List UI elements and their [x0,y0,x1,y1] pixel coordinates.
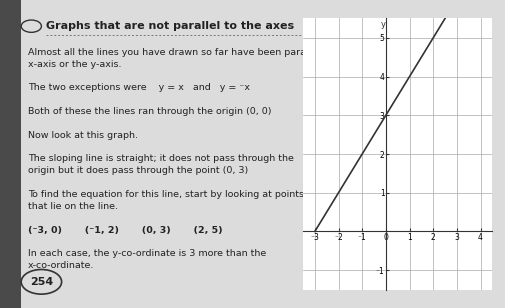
Text: Graphs that are not parallel to the axes: Graphs that are not parallel to the axes [46,21,294,31]
Text: 254: 254 [30,277,53,287]
Text: 15  Straight-line graphs: 15 Straight-line graphs [8,127,14,212]
Text: To find the equation for this line, start by looking at points: To find the equation for this line, star… [28,190,304,199]
Text: The sloping line is straight; it does not pass through the: The sloping line is straight; it does no… [28,154,293,164]
Text: Now look at this graph.: Now look at this graph. [28,131,138,140]
Text: x-co-ordinate.: x-co-ordinate. [28,261,94,270]
Text: that lie on the line.: that lie on the line. [28,202,118,211]
Text: y: y [381,20,386,30]
Text: The two exceptions were    y = x   and   y = ⁻x: The two exceptions were y = x and y = ⁻x [28,83,250,92]
Text: In each case, the y-co-ordinate is 3 more than the: In each case, the y-co-ordinate is 3 mor… [28,249,266,258]
Text: x-axis or the y-axis.: x-axis or the y-axis. [28,60,121,69]
Text: Both of these the lines ran through the origin (0, 0): Both of these the lines ran through the … [28,107,271,116]
Text: (⁻3, 0)       (⁻1, 2)       (0, 3)       (2, 5): (⁻3, 0) (⁻1, 2) (0, 3) (2, 5) [28,225,222,235]
Text: origin but it does pass through the point (0, 3): origin but it does pass through the poin… [28,166,248,175]
Text: Almost all the lines you have drawn so far have been parallel to the: Almost all the lines you have drawn so f… [28,48,350,57]
